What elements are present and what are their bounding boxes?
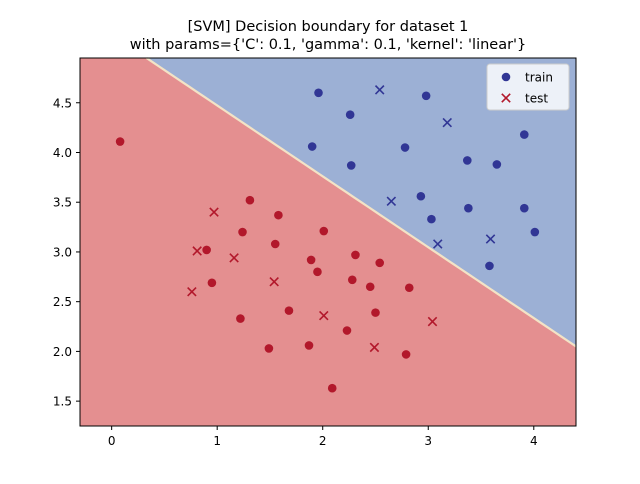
- train-point-33: [485, 261, 494, 271]
- x-marker-stroke: [427, 316, 438, 327]
- x-tick-label-2: 2: [319, 434, 327, 448]
- train-point-24: [314, 88, 323, 98]
- test-point-9: [386, 196, 397, 206]
- legend-train-marker: [501, 72, 511, 82]
- train-point-27: [400, 143, 410, 152]
- x-marker-stroke: [229, 253, 239, 263]
- test-point-5: [319, 310, 329, 321]
- x-tick-label-1: 1: [213, 434, 221, 448]
- y-tick-label-0: 1.5: [53, 395, 72, 409]
- legend: train test: [486, 63, 570, 111]
- train-point-25: [345, 110, 355, 119]
- y-tick-label-1: 2.0: [53, 345, 72, 359]
- x-marker-stroke: [374, 85, 385, 95]
- train-point-2: [207, 278, 217, 288]
- test-point-4: [269, 277, 279, 287]
- chart-subtitle: with params={'C': 0.1, 'gamma': 0.1, 'ke…: [130, 37, 527, 53]
- x-marker-stroke: [442, 117, 453, 128]
- train-point-14: [327, 383, 337, 393]
- chart-title: [SVM] Decision boundary for dataset 1: [188, 19, 469, 35]
- train-point-32: [464, 203, 473, 213]
- train-point-17: [351, 250, 360, 260]
- train-point-22: [404, 283, 414, 293]
- legend-label-train: train: [525, 71, 553, 85]
- train-point-9: [284, 306, 294, 315]
- train-point-31: [463, 156, 472, 165]
- train-point-16: [347, 275, 357, 285]
- train-point-20: [375, 258, 385, 268]
- train-point-13: [319, 226, 329, 236]
- axes: 0 1 2 3 4 1.5 2.0 2.5 3.0 3.5 4.0 4.5: [53, 57, 577, 448]
- train-point-30: [427, 214, 436, 224]
- x-marker-stroke: [386, 196, 397, 206]
- x-marker-stroke: [187, 286, 197, 297]
- x-marker-stroke: [485, 234, 496, 244]
- x-marker-stroke: [432, 239, 443, 249]
- train-point-1: [202, 245, 211, 255]
- decision-boundary: [145, 57, 577, 348]
- test-point-10: [432, 239, 443, 249]
- y-tick-label-5: 4.0: [53, 146, 72, 160]
- train-point-0: [115, 137, 125, 146]
- train-point-11: [306, 255, 316, 265]
- legend-label-test: test: [525, 92, 548, 106]
- train-point-4: [238, 227, 247, 237]
- train-point-34: [492, 160, 502, 169]
- train-point-3: [236, 314, 245, 323]
- train-point-15: [342, 326, 352, 335]
- test-point-0: [187, 286, 197, 297]
- train-point-19: [371, 308, 380, 317]
- x-tick-label-0: 0: [108, 434, 116, 448]
- test-point-7: [427, 316, 438, 327]
- train-point-37: [530, 227, 540, 237]
- train-point-8: [274, 210, 283, 220]
- train-point-5: [245, 195, 255, 205]
- train-point-10: [304, 341, 314, 350]
- test-point-2: [209, 207, 219, 217]
- test-point-12: [485, 234, 496, 244]
- test-point-6: [369, 342, 380, 353]
- test-point-3: [229, 253, 239, 263]
- train-point-18: [365, 282, 375, 292]
- train-point-21: [401, 350, 411, 359]
- train-point-35: [519, 130, 529, 139]
- x-tick-label-4: 4: [530, 434, 538, 448]
- y-tick-label-6: 4.5: [53, 96, 72, 110]
- x-marker-stroke: [369, 342, 380, 353]
- train-point-28: [416, 191, 426, 201]
- test-point-11: [442, 117, 453, 128]
- train-point-29: [421, 91, 431, 101]
- x-tick-label-3: 3: [424, 434, 432, 448]
- train-point-23: [307, 142, 317, 151]
- test-point-8: [374, 85, 385, 95]
- test-point-1: [192, 246, 202, 256]
- x-marker-stroke: [501, 93, 511, 103]
- x-marker-stroke: [319, 310, 329, 321]
- train-point-26: [346, 161, 356, 170]
- decision-region-class-0: [80, 58, 576, 426]
- y-tick-label-4: 3.5: [53, 196, 72, 210]
- plot-area: [80, 57, 577, 426]
- train-point-12: [313, 267, 322, 277]
- train-point-6: [264, 344, 274, 353]
- y-tick-label-3: 3.0: [53, 245, 72, 259]
- x-marker-stroke: [192, 246, 202, 256]
- y-tick-label-2: 2.5: [53, 295, 72, 309]
- train-point-36: [519, 203, 529, 213]
- train-point-7: [270, 239, 280, 249]
- legend-test-marker: [501, 93, 511, 103]
- x-marker-stroke: [269, 277, 279, 287]
- axes-frame: [79, 57, 577, 427]
- x-marker-stroke: [209, 207, 219, 217]
